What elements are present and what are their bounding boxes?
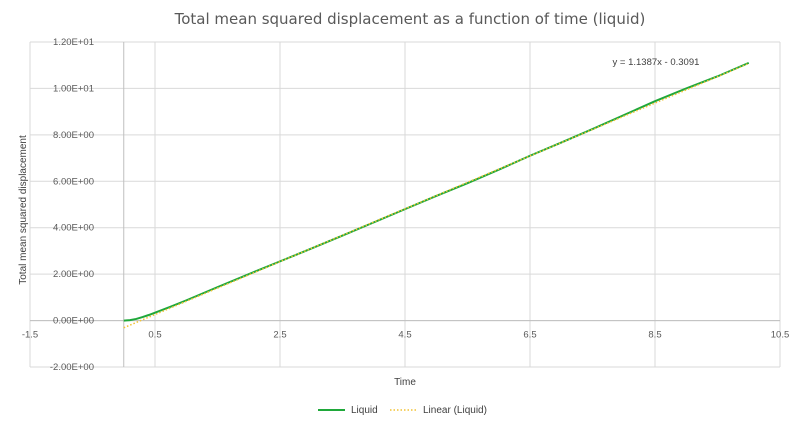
y-tick-label: 2.00E+00 (53, 269, 94, 280)
axes (30, 42, 780, 367)
x-tick-labels: -1.5 0.5 2.5 4.5 6.5 8.5 10.5 (22, 330, 789, 341)
x-tick-label: 0.5 (148, 330, 161, 341)
series-line-liquid (123, 61, 750, 322)
y-tick-label: 0.00E+00 (53, 316, 94, 327)
trendline-linear-liquid (123, 62, 750, 329)
y-tick-label: 1.20E+01 (53, 37, 94, 48)
x-axis-label: Time (394, 377, 416, 388)
legend: Liquid Linear (Liquid) (318, 405, 487, 416)
x-tick-label: 4.5 (398, 330, 411, 341)
y-tick-label: 4.00E+00 (53, 223, 94, 234)
x-tick-label: 10.5 (771, 330, 790, 341)
x-tick-label: -1.5 (22, 330, 38, 341)
chart-title: Total mean squared displacement as a fun… (174, 10, 646, 28)
y-tick-label: 1.00E+01 (53, 83, 94, 94)
x-tick-label: 8.5 (648, 330, 661, 341)
y-tick-labels: -2.00E+00 0.00E+00 2.00E+00 4.00E+00 6.00E+0… (50, 37, 94, 373)
series-layer (123, 61, 750, 329)
y-tick-label: 6.00E+00 (53, 176, 94, 187)
x-tick-label: 2.5 (273, 330, 286, 341)
x-tick-label: 6.5 (523, 330, 536, 341)
trendline-equation: y = 1.1387x - 0.3091 (613, 57, 700, 68)
y-axis-label: Total mean squared displacement (18, 135, 29, 285)
legend-label-liquid: Liquid (351, 405, 378, 416)
gridlines (29, 41, 781, 368)
y-tick-label: 8.00E+00 (53, 130, 94, 141)
legend-label-linear-liquid: Linear (Liquid) (423, 405, 487, 416)
y-tick-label: -2.00E+00 (50, 362, 94, 373)
